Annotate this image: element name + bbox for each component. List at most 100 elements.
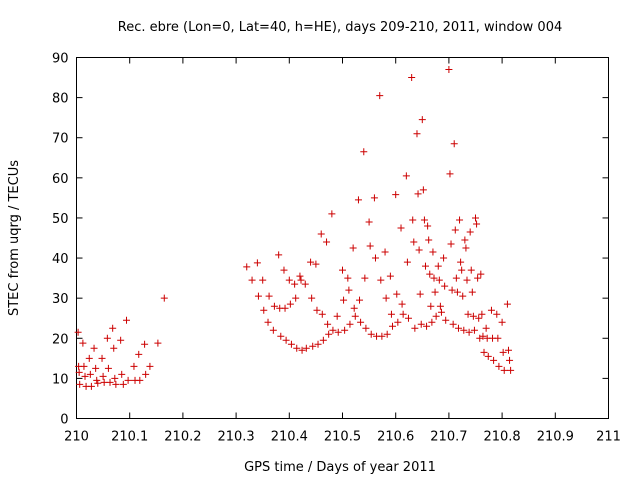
data-point (119, 380, 127, 388)
data-point (328, 210, 336, 218)
data-point (325, 330, 333, 338)
data-point (377, 276, 385, 284)
y-tick-label: 40 (52, 252, 69, 267)
data-point (376, 92, 384, 100)
data-point (403, 258, 411, 266)
y-axis: 0 10 20 30 40 50 60 70 80 90 (52, 52, 609, 428)
x-tick-label: 210.8 (483, 430, 520, 445)
data-point (484, 352, 492, 360)
data-point (467, 266, 475, 274)
data-point (312, 260, 320, 268)
data-point (378, 332, 386, 340)
data-point (370, 194, 378, 202)
data-point (470, 326, 478, 334)
x-tick-label: 210 (64, 430, 89, 445)
x-axis-title: GPS time / Days of year 2011 (244, 460, 436, 475)
data-point (472, 214, 479, 222)
data-point (94, 379, 102, 387)
data-point (287, 340, 295, 348)
data-point (333, 312, 341, 320)
data-point (301, 280, 309, 288)
data-point (87, 382, 95, 390)
data-point (468, 288, 476, 296)
data-point (104, 364, 112, 372)
data-point (260, 306, 268, 314)
data-point (440, 254, 448, 262)
data-point (124, 376, 132, 384)
data-point (81, 372, 89, 380)
data-point (314, 340, 322, 348)
data-point (482, 324, 490, 332)
data-point (110, 344, 118, 352)
data-point (415, 246, 423, 254)
data-point (354, 196, 362, 204)
data-point (397, 224, 405, 232)
data-point (365, 218, 373, 226)
data-point (398, 300, 406, 308)
data-point (469, 312, 477, 320)
data-point (473, 220, 481, 228)
data-point (408, 74, 416, 82)
data-point (341, 326, 349, 334)
data-point (493, 310, 501, 318)
data-point (275, 251, 283, 259)
data-point (457, 258, 465, 266)
data-point (451, 226, 459, 234)
data-point (499, 348, 507, 356)
data-point (329, 326, 337, 334)
data-point (76, 380, 84, 388)
data-point (111, 374, 119, 382)
x-tick-label: 210.5 (324, 430, 361, 445)
data-point (386, 272, 394, 280)
data-point (117, 336, 125, 344)
data-point (441, 282, 449, 290)
y-tick-label: 60 (52, 172, 69, 187)
data-point (449, 320, 457, 328)
data-point (450, 140, 458, 148)
data-point (298, 346, 306, 354)
data-point (466, 228, 474, 236)
y-tick-label: 80 (52, 92, 69, 107)
data-point (86, 370, 94, 378)
data-point (136, 376, 144, 384)
data-point (100, 378, 108, 386)
data-point (474, 274, 482, 282)
data-point (416, 290, 424, 298)
data-point (436, 302, 444, 310)
data-point (399, 310, 407, 318)
data-point (383, 330, 391, 338)
data-point (282, 336, 290, 344)
data-point (109, 324, 117, 332)
data-point (487, 306, 495, 314)
data-point (265, 292, 273, 300)
x-tick-label: 210.1 (111, 430, 148, 445)
data-point (366, 242, 374, 250)
data-point (432, 312, 440, 320)
data-point (248, 276, 256, 284)
data-point (446, 170, 454, 178)
data-point (456, 216, 464, 224)
data-point (80, 362, 88, 370)
data-points (74, 66, 515, 390)
data-point (135, 350, 143, 358)
data-point (494, 334, 502, 342)
data-point (79, 339, 87, 347)
data-point (479, 332, 487, 340)
data-point (75, 368, 83, 376)
data-point (506, 356, 514, 364)
data-point (154, 339, 162, 347)
data-point (361, 274, 369, 282)
data-point (409, 216, 417, 224)
y-axis-title: STEC from uqrg / TECUs (7, 160, 22, 316)
data-point (323, 238, 331, 246)
data-point (142, 370, 150, 378)
data-point (423, 322, 431, 330)
data-point (480, 348, 488, 356)
data-point (425, 236, 433, 244)
data-point (106, 378, 114, 386)
data-point (324, 320, 332, 328)
data-point (498, 318, 506, 326)
data-point (259, 276, 267, 284)
data-point (141, 340, 149, 348)
